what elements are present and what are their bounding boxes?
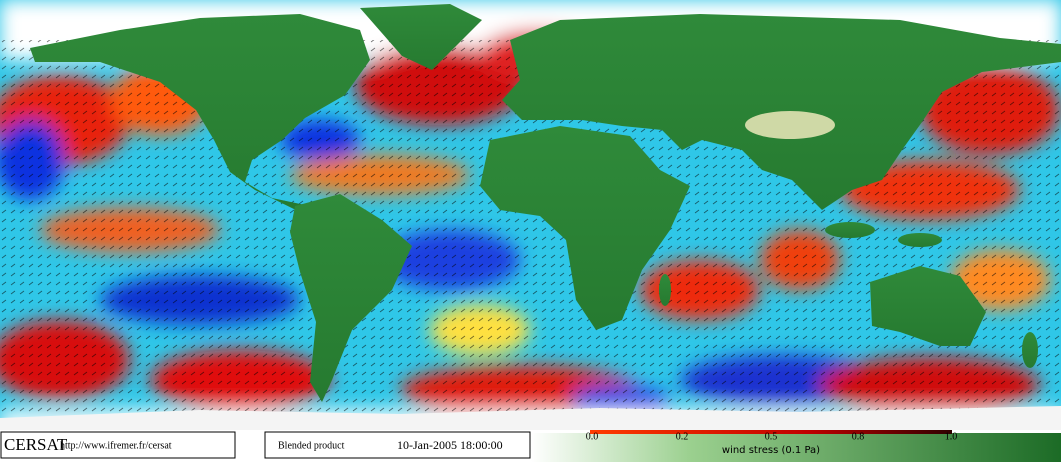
greenland: [360, 4, 482, 70]
brand: CERSAT: [4, 435, 68, 454]
product-box: [264, 431, 531, 459]
africa: [480, 126, 690, 330]
tibet: [745, 111, 835, 139]
madagascar: [659, 274, 671, 306]
north-america: [30, 14, 370, 212]
land-scale: [531, 433, 1061, 462]
new-zealand: [1022, 332, 1038, 368]
product: Blended product: [278, 440, 345, 451]
colorbar: 0.0 0.2 0.5 0.8 1.0 wind stress (0.1 Pa): [531, 430, 1061, 462]
new-guinea: [898, 233, 942, 247]
wind-scale: [590, 430, 952, 434]
credit-box: [0, 431, 236, 459]
colorbar-label: wind stress (0.1 Pa): [722, 445, 820, 456]
land: [30, 4, 1061, 402]
colorbar-tick: 1.0: [945, 431, 958, 442]
colorbar-tick: 0.0: [586, 431, 599, 442]
colorbar-tick: 0.8: [852, 431, 865, 442]
antarctica: [0, 406, 1061, 430]
indonesia: [825, 222, 875, 238]
south-america: [290, 194, 412, 402]
url: http://www.ifremer.fr/cersat: [60, 440, 172, 451]
timestamp: 10-Jan-2005 18:00:00: [397, 438, 503, 452]
australia: [870, 266, 986, 346]
colorbar-tick: 0.2: [676, 431, 689, 442]
colorbar-tick: 0.5: [765, 431, 778, 442]
